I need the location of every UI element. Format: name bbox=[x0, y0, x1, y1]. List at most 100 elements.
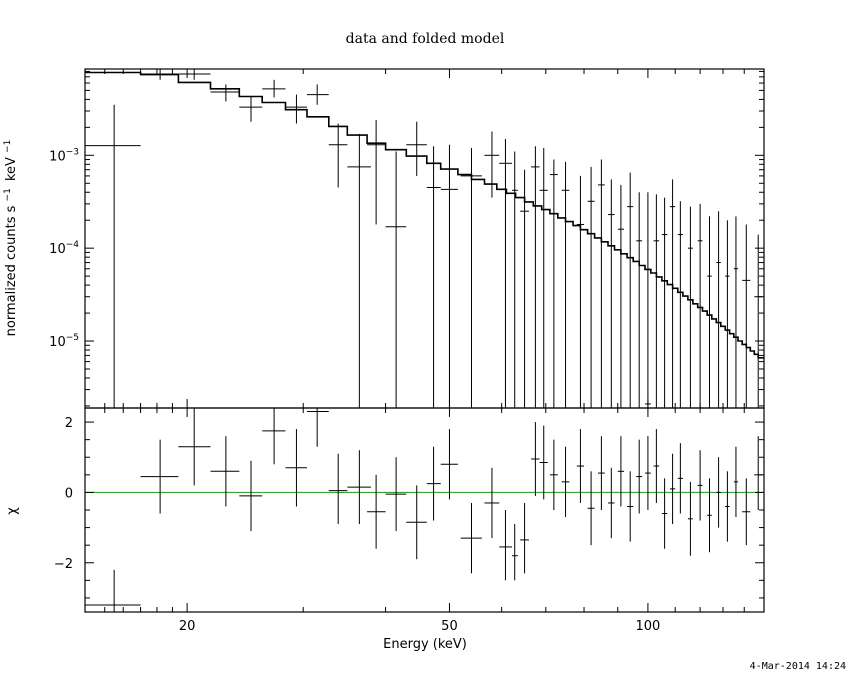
folded-model-line bbox=[85, 71, 764, 359]
x-tick-label-20: 20 bbox=[179, 619, 196, 634]
data-point bbox=[426, 146, 441, 408]
data-point bbox=[385, 151, 407, 408]
residual-point bbox=[597, 436, 605, 510]
residual-point bbox=[440, 429, 458, 500]
y-tick-exponent: −3 bbox=[66, 147, 79, 157]
y-tick-base: 10 bbox=[49, 335, 66, 350]
data-point bbox=[511, 151, 518, 408]
residual-point bbox=[687, 481, 693, 556]
residual-point bbox=[587, 471, 595, 546]
y-tick-label: 10−4 bbox=[49, 240, 79, 257]
y-tick-exponent: −5 bbox=[66, 333, 79, 343]
residual-point bbox=[385, 457, 407, 532]
residual-point bbox=[645, 436, 651, 510]
residual-point bbox=[484, 467, 500, 539]
residual-point bbox=[85, 569, 141, 612]
residual-point bbox=[306, 408, 329, 447]
top-y-axis-label: normalized counts s −1 keV −1 bbox=[0, 140, 19, 337]
folded-model-step bbox=[85, 71, 764, 359]
y-tick-label: 0 bbox=[65, 486, 73, 501]
residual-point bbox=[697, 450, 703, 521]
data-point bbox=[262, 79, 286, 98]
data-point bbox=[697, 203, 703, 408]
residual-point bbox=[262, 408, 286, 465]
bottom-panel-frame bbox=[84, 407, 765, 613]
data-point bbox=[733, 216, 739, 408]
residual-point bbox=[285, 429, 307, 507]
residual-point bbox=[617, 436, 625, 507]
data-point bbox=[561, 161, 570, 408]
data-point bbox=[440, 144, 458, 408]
data-point bbox=[460, 147, 482, 408]
residual-point bbox=[499, 510, 512, 581]
data-point bbox=[687, 206, 693, 408]
x-axis-label: Energy (keV) bbox=[383, 637, 467, 652]
data-point bbox=[367, 119, 386, 225]
residual-point bbox=[754, 436, 763, 510]
residual-point bbox=[210, 436, 240, 507]
data-point bbox=[587, 166, 595, 408]
data-point bbox=[210, 84, 240, 102]
data-point bbox=[328, 123, 348, 188]
data-point bbox=[140, 69, 179, 80]
residual-point bbox=[742, 478, 751, 546]
data-point bbox=[499, 138, 512, 408]
data-point bbox=[306, 84, 329, 105]
residual-point bbox=[549, 439, 558, 510]
top-panel-y-tick-labels: 10−310−410−5 bbox=[49, 147, 79, 350]
y-tick-base: 10 bbox=[49, 149, 66, 164]
data-point bbox=[636, 192, 643, 408]
data-point bbox=[617, 184, 625, 408]
residual-point bbox=[561, 446, 570, 518]
data-point bbox=[669, 179, 676, 408]
x-tick-label-50: 50 bbox=[441, 619, 458, 634]
data-point bbox=[661, 197, 668, 408]
y-tick-exponent: −4 bbox=[66, 240, 80, 250]
residual-point bbox=[347, 450, 371, 525]
residual-point bbox=[653, 429, 660, 503]
data-point bbox=[608, 179, 615, 408]
y-tick-label: 2 bbox=[65, 416, 73, 431]
residual-point bbox=[367, 474, 386, 549]
residual-point bbox=[460, 502, 482, 574]
residual-point bbox=[725, 471, 730, 542]
bottom-panel-ticks bbox=[85, 408, 765, 612]
y-tick-label: 10−3 bbox=[49, 147, 79, 164]
residual-point bbox=[140, 439, 179, 514]
data-point bbox=[484, 131, 500, 198]
y-axis-label-sup-1: −1 bbox=[3, 188, 13, 201]
residual-point bbox=[239, 460, 263, 532]
chart-title: data and folded model bbox=[346, 31, 505, 47]
residual-point bbox=[677, 443, 683, 514]
data-point bbox=[653, 194, 660, 408]
data-point bbox=[716, 211, 721, 408]
residual-point bbox=[608, 467, 615, 539]
bottom-panel: 20−2 20 50 100 bbox=[54, 407, 765, 634]
bottom-y-axis-label: χ bbox=[5, 507, 20, 515]
data-point bbox=[85, 104, 141, 408]
residual-point bbox=[669, 453, 676, 525]
data-point bbox=[549, 159, 558, 408]
data-point bbox=[725, 220, 730, 408]
residual-point bbox=[539, 425, 548, 500]
data-point bbox=[531, 146, 540, 408]
data-point bbox=[539, 147, 548, 408]
top-panel: 10−310−410−5 bbox=[49, 68, 765, 409]
residual-point bbox=[636, 439, 643, 514]
y-axis-label-sup-2: −1 bbox=[3, 140, 13, 153]
data-point bbox=[754, 234, 763, 408]
data-point bbox=[406, 121, 427, 176]
top-panel-ticks bbox=[85, 69, 765, 408]
residual-point bbox=[707, 478, 712, 553]
bottom-panel-y-tick-labels: 2 0 −2 bbox=[54, 416, 73, 572]
residual-point bbox=[733, 446, 739, 518]
residual-point bbox=[178, 408, 211, 486]
top-panel-frame bbox=[84, 68, 765, 409]
residual-point bbox=[520, 502, 529, 574]
data-point bbox=[645, 192, 651, 408]
data-point bbox=[520, 169, 529, 408]
data-point bbox=[742, 224, 751, 408]
data-point bbox=[576, 175, 585, 408]
residual-point bbox=[716, 457, 721, 528]
